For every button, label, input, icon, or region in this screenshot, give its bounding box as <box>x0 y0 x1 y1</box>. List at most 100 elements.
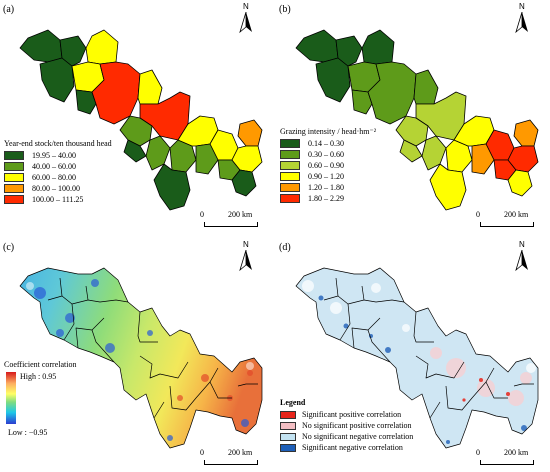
legend-row: 100.00 – 111.25 <box>4 194 112 205</box>
legend-label: 19.95 – 40.00 <box>32 151 76 160</box>
panel-a-year-end-stock-map: (a) N Year-end stock/ten thousand head 1… <box>0 0 272 232</box>
legend-title: Legend <box>280 398 306 407</box>
legend-swatch <box>280 432 296 441</box>
panel-label: (c) <box>3 242 15 253</box>
legend-row: 0.14 – 0.30 <box>280 138 376 149</box>
north-arrow-icon <box>239 12 252 34</box>
county-a-21 <box>123 139 147 163</box>
scale-start-label: 0 <box>476 448 480 457</box>
legend-swatch <box>4 195 24 204</box>
legend-row: Significant positive correlation <box>280 409 413 420</box>
legend-swatch <box>280 139 300 148</box>
scale-end-label: 200 km <box>228 448 253 457</box>
legend-swatch <box>280 183 300 192</box>
county-b-19 <box>507 145 539 173</box>
county-b-6 <box>351 89 373 115</box>
color-ramp <box>6 372 16 424</box>
north-arrow: N <box>238 240 260 274</box>
legend-swatch <box>280 194 300 203</box>
county-a-10 <box>119 115 153 147</box>
legend-swatch <box>4 162 24 171</box>
county-a-20 <box>231 169 257 197</box>
legend-label: 0.14 – 0.30 <box>308 139 344 148</box>
scale-bar-line <box>480 222 534 227</box>
county-b-3 <box>335 35 363 67</box>
legend-label: 1.20 – 1.80 <box>308 183 344 192</box>
county-b-20 <box>507 169 533 197</box>
scale-bar: 0 200 km <box>200 210 264 230</box>
county-a-4 <box>85 29 119 65</box>
legend-label: 60.00 – 80.00 <box>32 173 76 182</box>
panel-b-grazing-intensity-map: (b) N Grazing intensity / head·hm⁻² 0.14… <box>276 0 548 232</box>
legend-title: Coefficient correlation <box>4 360 77 369</box>
legend-row: 1.80 – 2.29 <box>280 193 376 204</box>
legend-swatch <box>280 410 296 419</box>
legend-label: 0.60 – 0.90 <box>308 161 344 170</box>
scale-start-label: 0 <box>200 210 204 219</box>
county-a-2 <box>39 57 75 103</box>
panel-label: (b) <box>279 4 291 15</box>
legend-row: 40.00 – 60.00 <box>4 161 112 172</box>
legend-swatch <box>280 443 296 452</box>
north-label: N <box>519 240 525 249</box>
legend-significance: Legend Significant positive correlation … <box>280 398 413 453</box>
county-b-7 <box>367 61 417 125</box>
county-b-1 <box>295 29 339 63</box>
county-b-13 <box>429 163 467 211</box>
scale-bar: 0 200 km <box>476 448 540 468</box>
legend-title: Grazing intensity / head·hm⁻² <box>280 127 377 136</box>
scale-bar: 0 200 km <box>476 210 540 230</box>
county-b-2 <box>315 57 351 103</box>
scale-bar-line <box>480 460 534 465</box>
county-b-8 <box>413 69 439 105</box>
county-a-19 <box>231 145 263 173</box>
panel-d-significance-map: (d) N Legend Significant positive correl… <box>276 238 548 470</box>
north-arrow: N <box>238 2 260 36</box>
county-b-11 <box>421 135 447 171</box>
scale-start-label: 0 <box>476 210 480 219</box>
scale-end-label: 200 km <box>228 210 253 219</box>
legend-label: Significant positive correlation <box>302 410 402 419</box>
panel-c-correlation-coefficient-map: (c) N Coefficient correlation High : 0.9… <box>0 238 272 470</box>
county-a-7 <box>91 61 141 125</box>
county-a-18 <box>237 119 263 147</box>
legend-swatch <box>4 184 24 193</box>
legend-label: 40.00 – 60.00 <box>32 162 76 171</box>
north-label: N <box>243 2 249 11</box>
legend-row: 1.20 – 1.80 <box>280 182 376 193</box>
legend-row: 0.30 – 0.60 <box>280 149 376 160</box>
legend-swatch <box>280 421 296 430</box>
county-a-6 <box>75 89 97 115</box>
legend-label: 80.00 – 100.00 <box>32 184 80 193</box>
legend-swatch <box>280 150 300 159</box>
legend-swatch <box>4 173 24 182</box>
county-b-21 <box>399 139 423 163</box>
legend-label: No significant negative correlation <box>302 432 414 441</box>
legend-row: 60.00 – 80.00 <box>4 172 112 183</box>
legend-label: No significant positive correlation <box>302 421 412 430</box>
north-arrow-icon <box>515 250 528 272</box>
scale-end-label: 200 km <box>504 448 529 457</box>
legend-swatch <box>280 172 300 181</box>
county-a-13 <box>153 163 191 211</box>
scale-bar-line <box>204 222 258 227</box>
legend-year-end-stock: Year-end stock/ten thousand head 19.95 –… <box>4 139 112 205</box>
panel-label: (d) <box>279 242 291 253</box>
north-arrow-icon <box>239 250 252 272</box>
north-arrow: N <box>514 240 536 274</box>
legend-row: 0.60 – 0.90 <box>280 160 376 171</box>
region-map-b <box>295 29 539 211</box>
county-b-18 <box>513 119 539 147</box>
scale-bar: 0 200 km <box>200 448 264 468</box>
scale-end-label: 200 km <box>504 210 529 219</box>
legend-swatch <box>280 161 300 170</box>
county-a-1 <box>19 29 63 63</box>
scale-bar-line <box>204 460 258 465</box>
legend-grazing-intensity: Grazing intensity / head·hm⁻² 0.14 – 0.3… <box>280 127 376 204</box>
county-b-4 <box>361 29 395 65</box>
legend-label: 100.00 – 111.25 <box>32 195 84 204</box>
legend-label: 0.90 – 1.20 <box>308 172 344 181</box>
raster-map-d <box>295 267 539 449</box>
county-a-3 <box>59 35 87 67</box>
legend-row: 80.00 – 100.00 <box>4 183 112 194</box>
